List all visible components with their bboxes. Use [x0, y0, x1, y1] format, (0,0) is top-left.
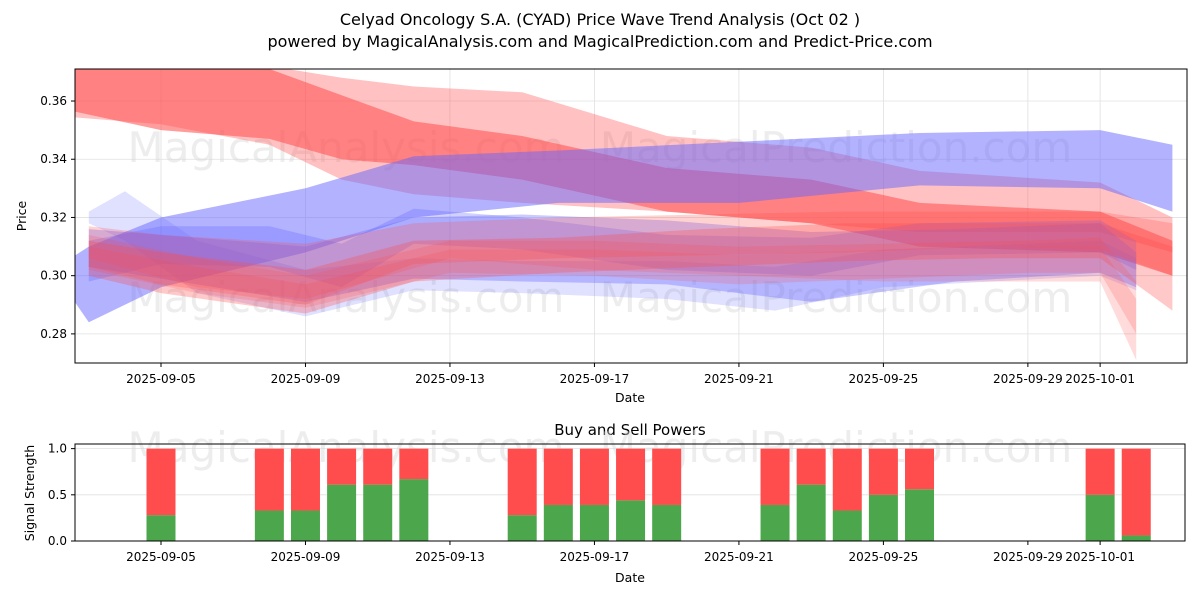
price-x-tick-label: 2025-09-09 — [271, 372, 341, 386]
price-x-tick-label: 2025-09-13 — [415, 372, 485, 386]
buy-bar — [363, 484, 393, 541]
signal-x-tick-label: 2025-09-25 — [849, 550, 919, 564]
price-x-tick-label: 2025-09-05 — [126, 372, 196, 386]
signal-x-tick-label: 2025-09-09 — [271, 550, 341, 564]
wave-band-red-wave-6 — [88, 246, 1137, 334]
sell-bar — [616, 448, 646, 501]
price-y-label: Price — [14, 200, 29, 231]
signal-bars — [146, 448, 1151, 541]
wave-band-blue-wave-3 — [88, 191, 1137, 317]
buy-bar — [290, 510, 320, 541]
price-x-tick-label: 2025-09-21 — [704, 372, 774, 386]
sell-bar — [1121, 448, 1151, 536]
buy-bar — [579, 504, 609, 541]
sell-bar — [290, 448, 320, 511]
sell-bar — [760, 448, 790, 505]
signal-plot-frame — [74, 443, 1186, 542]
signal-y-tick-label: 1.0 — [48, 442, 67, 456]
buy-bar — [1121, 535, 1151, 541]
sell-bar — [363, 448, 393, 485]
chart-subtitle: powered by MagicalAnalysis.com and Magic… — [267, 32, 933, 51]
wave-band-blue-wave-2 — [88, 214, 1137, 302]
buy-bar — [1085, 494, 1115, 541]
wave-band-red-wave-3 — [88, 211, 1173, 305]
signal-x-tick-label: 2025-09-13 — [415, 550, 485, 564]
sell-bar — [146, 448, 176, 516]
buy-bar — [146, 515, 176, 541]
signal-x-tick-label: 2025-09-05 — [126, 550, 196, 564]
signal-axes: 2025-09-05 2025-09-09 2025-09-13 2025-09-17… — [48, 442, 1186, 564]
price-x-tick-label: 2025-09-29 — [993, 372, 1063, 386]
price-y-tick-label: 0.36 — [40, 94, 67, 108]
wave-band-blue-wave-1 — [75, 130, 1173, 323]
price-axes: 2025-09-05 2025-09-09 2025-09-13 2025-09-17… — [40, 68, 1188, 386]
price-x-label: Date — [615, 390, 645, 405]
sell-bar — [327, 448, 357, 485]
price-wave-bands — [75, 69, 1173, 361]
wave-band-red-wave-5 — [88, 234, 1137, 361]
buy-bar — [327, 484, 357, 541]
price-x-tick-label: 2025-10-01 — [1065, 372, 1135, 386]
signal-x-tick-label: 2025-09-21 — [704, 550, 774, 564]
watermark-mid-left: MagicalAnalysis.com — [128, 273, 565, 322]
sell-bar — [579, 448, 609, 505]
price-y-tick-label: 0.34 — [40, 152, 67, 166]
buy-bar — [616, 500, 646, 541]
sell-bar — [399, 448, 429, 480]
buy-bar — [832, 510, 862, 541]
signal-x-tick-label: 2025-09-29 — [993, 550, 1063, 564]
price-y-tick-label: 0.32 — [40, 210, 67, 224]
signal-x-tick-label: 2025-10-01 — [1065, 550, 1135, 564]
buy-bar — [507, 515, 537, 541]
price-x-tick-label: 2025-09-25 — [849, 372, 919, 386]
price-y-tick-label: 0.30 — [40, 269, 67, 283]
sell-bar — [652, 448, 682, 505]
sell-bar — [543, 448, 573, 505]
sell-bar — [254, 448, 284, 511]
signal-chart-title: Buy and Sell Powers — [554, 421, 706, 439]
signal-x-tick-label: 2025-09-17 — [560, 550, 630, 564]
sell-bar — [905, 448, 935, 490]
buy-bar — [399, 479, 429, 541]
buy-bar — [254, 510, 284, 541]
buy-bar — [905, 489, 935, 541]
sell-bar — [868, 448, 898, 495]
wave-band-red-wave-4 — [88, 223, 1173, 314]
price-plot-frame — [74, 68, 1188, 364]
price-x-tick-label: 2025-09-17 — [560, 372, 630, 386]
buy-bar — [652, 504, 682, 541]
price-y-tick-label: 0.28 — [40, 327, 67, 341]
sell-bar — [832, 448, 862, 511]
sell-bar — [796, 448, 826, 485]
buy-bar — [760, 504, 790, 541]
wave-band-blue-wave-4 — [88, 208, 1137, 288]
signal-y-tick-label: 0.0 — [48, 534, 67, 548]
buy-bar — [796, 484, 826, 541]
watermark-mid-right: MagicalPrediction.com — [600, 273, 1073, 322]
signal-y-tick-label: 0.5 — [48, 488, 67, 502]
sell-bar — [1085, 448, 1115, 495]
signal-y-label: Signal Strength — [22, 445, 37, 541]
buy-bar — [868, 494, 898, 541]
buy-bar — [543, 504, 573, 541]
sell-bar — [507, 448, 537, 516]
signal-x-label: Date — [615, 570, 645, 585]
chart-title: Celyad Oncology S.A. (CYAD) Price Wave T… — [339, 10, 861, 29]
